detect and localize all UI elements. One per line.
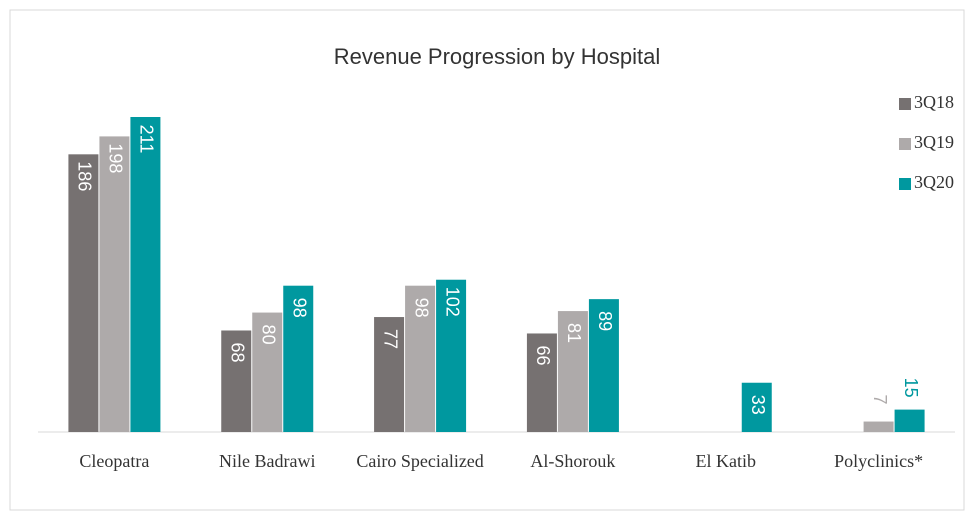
legend-swatch <box>899 138 911 150</box>
x-tick-label: Cairo Specialized <box>356 451 484 471</box>
bar <box>588 299 619 432</box>
data-label: 7 <box>870 395 890 405</box>
data-label: 102 <box>442 287 462 317</box>
bar <box>863 421 894 432</box>
data-label: 98 <box>411 298 431 318</box>
chart-title: Revenue Progression by Hospital <box>334 44 661 69</box>
x-tick-label: Al-Shorouk <box>530 451 616 471</box>
data-label: 186 <box>75 161 95 191</box>
data-label: 81 <box>564 323 584 343</box>
x-tick-label: Polyclinics* <box>834 451 924 471</box>
legend-swatch <box>899 98 911 110</box>
legend-label: 3Q18 <box>914 92 954 112</box>
bar <box>436 279 467 432</box>
x-tick-label: El Katib <box>695 451 757 471</box>
data-label: 211 <box>137 125 157 154</box>
bar <box>557 311 588 432</box>
data-label: 198 <box>106 143 126 173</box>
bar <box>741 382 772 432</box>
bar <box>221 330 252 432</box>
data-label: 80 <box>259 325 279 345</box>
bar <box>283 285 314 432</box>
bar <box>374 317 405 432</box>
bar <box>252 312 283 432</box>
bar <box>130 117 161 432</box>
x-tick-label: Cleopatra <box>79 451 150 471</box>
chart-border <box>9 9 965 511</box>
bar <box>99 136 130 432</box>
bar <box>68 154 99 433</box>
bar <box>405 285 436 432</box>
data-label: 77 <box>380 329 400 349</box>
legend-label: 3Q19 <box>914 132 954 152</box>
data-label: 68 <box>228 342 248 362</box>
bar <box>526 333 557 432</box>
x-tick-label: Nile Badrawi <box>219 451 316 471</box>
data-label: 33 <box>748 395 768 415</box>
data-label: 98 <box>290 298 310 318</box>
bar <box>894 409 925 432</box>
legend-swatch <box>899 178 911 190</box>
legend-label: 3Q20 <box>914 172 954 192</box>
data-label: 66 <box>533 345 553 365</box>
data-label: 15 <box>901 378 921 398</box>
data-label: 89 <box>595 311 615 331</box>
